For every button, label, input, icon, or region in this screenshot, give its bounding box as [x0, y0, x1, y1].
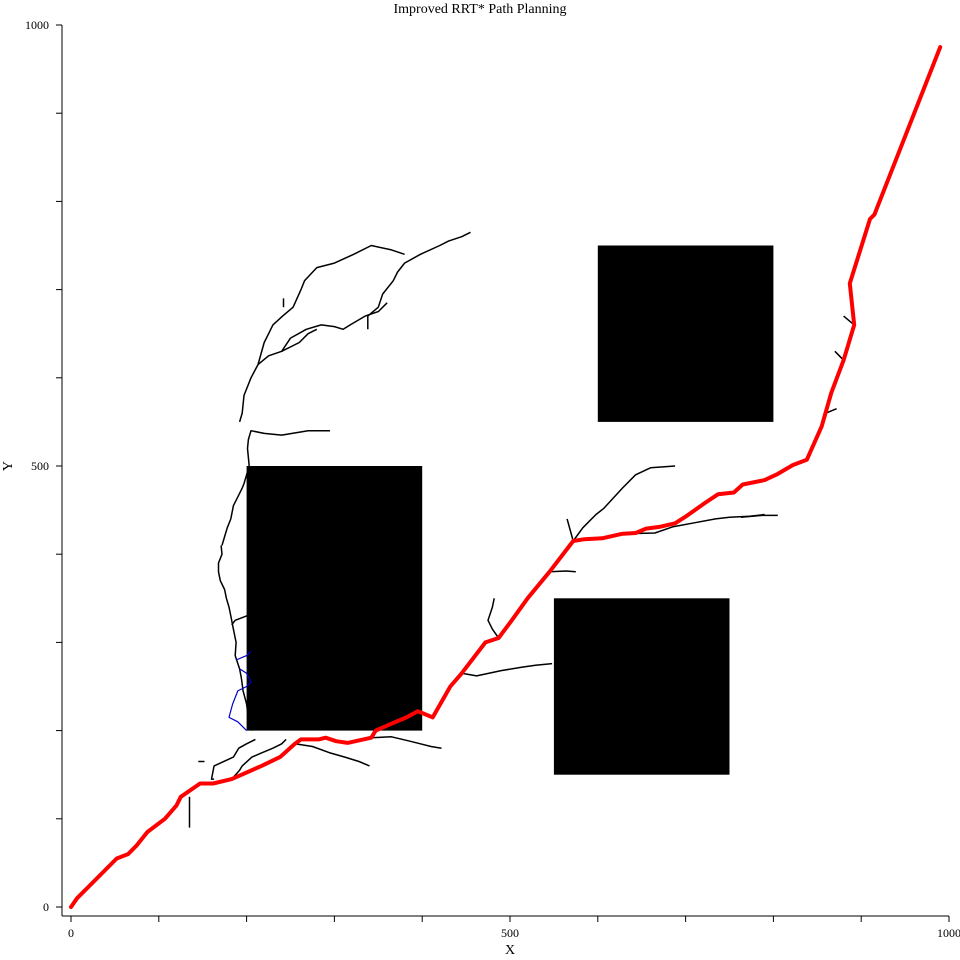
tree-branch-23 [238, 328, 318, 423]
tree-branch-2 [294, 743, 370, 767]
path-line-1 [69, 45, 943, 909]
obstacles-layer [246, 245, 774, 775]
x-tick-label-500: 500 [501, 926, 519, 940]
tree-branch-25 [300, 244, 405, 290]
tree-branch-24 [257, 289, 302, 365]
tree-branch-9 [740, 514, 778, 518]
tree-branch-6 [549, 570, 576, 573]
tree-branch-3 [371, 736, 442, 749]
y-tick-label-500: 500 [31, 459, 49, 473]
tree-branch-21 [231, 610, 254, 626]
x-tick-label-1000: 1000 [937, 926, 960, 940]
obstacle-1 [246, 466, 423, 731]
tree-branch-22 [246, 429, 330, 467]
obstacle-2 [553, 598, 730, 775]
rewired-branch-3 [235, 650, 252, 661]
path-layer [69, 45, 943, 909]
tree-branch-27 [367, 231, 471, 330]
tree-branch-4 [461, 662, 553, 677]
rewired-branch-1 [228, 673, 252, 732]
tree-branch-18 [231, 738, 287, 780]
tree-branch-26 [281, 302, 388, 352]
axes-layer: 0 500 1000 0 500 1000 [25, 18, 960, 940]
tree-branch-5 [487, 598, 500, 639]
x-tick-label-0: 0 [68, 926, 74, 940]
y-tick-label-0: 0 [43, 900, 49, 914]
y-axis-label: Y [1, 461, 16, 471]
rewired-branch-2 [239, 668, 247, 674]
tree-branch-1 [210, 738, 256, 780]
x-axis-label: X [505, 943, 515, 958]
tree-branch-20 [221, 465, 250, 546]
tree-branch-19 [217, 545, 254, 731]
tree-layer [188, 231, 855, 828]
chart-title: Improved RRT* Path Planning [394, 2, 567, 17]
y-tick-label-1000: 1000 [25, 18, 49, 32]
tree-branch-7 [566, 465, 676, 542]
obstacle-3 [597, 245, 774, 422]
